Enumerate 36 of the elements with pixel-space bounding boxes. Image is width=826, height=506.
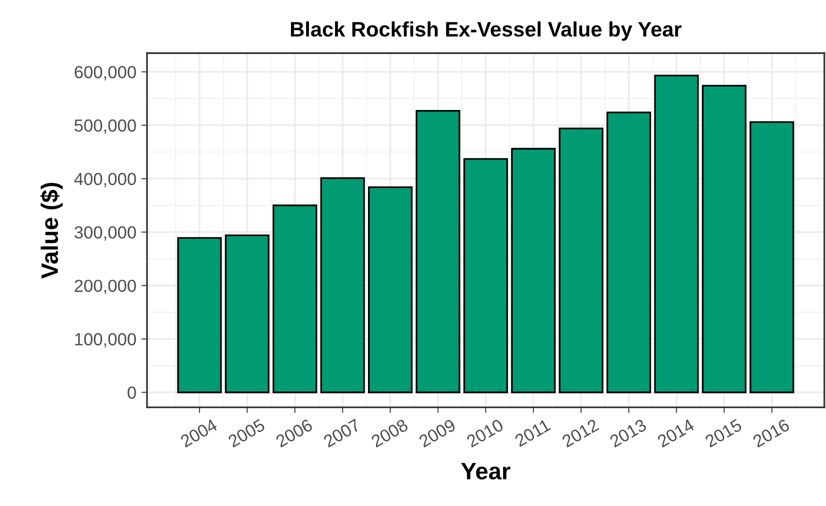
bar xyxy=(558,128,604,394)
y-tick-label: 200,000 xyxy=(74,280,136,294)
chart-title: Black Rockfish Ex-Vessel Value by Year xyxy=(290,21,682,41)
bar xyxy=(320,177,365,394)
bar xyxy=(654,74,699,394)
x-tick-label: 2006 xyxy=(275,418,314,448)
x-tick-label: 2015 xyxy=(704,418,743,448)
y-tick-label: 400,000 xyxy=(74,172,136,188)
y-tick-label: 0 xyxy=(128,386,136,399)
bar xyxy=(750,121,794,394)
x-tick-label: 2012 xyxy=(561,418,600,448)
bar xyxy=(177,237,222,394)
x-tick-label: 2005 xyxy=(227,418,266,448)
x-tick-label: 2010 xyxy=(466,418,504,448)
bar xyxy=(702,84,746,394)
y-axis-title: Value ($) xyxy=(40,182,63,279)
bar xyxy=(606,112,652,394)
bar xyxy=(463,158,508,394)
x-tick-label: 2009 xyxy=(418,418,456,448)
x-tick-label: 2008 xyxy=(370,418,409,448)
x-tick-label: 2007 xyxy=(322,418,361,448)
y-tick-label: 600,000 xyxy=(74,66,136,80)
bar xyxy=(511,148,556,394)
x-tick-label: 2013 xyxy=(609,418,648,448)
bar xyxy=(224,234,270,394)
x-axis-title: Year xyxy=(461,463,510,480)
x-tick-label: 2004 xyxy=(180,418,218,448)
x-tick-label: 2011 xyxy=(514,418,552,448)
y-tick-label: 100,000 xyxy=(75,333,136,348)
bar xyxy=(368,186,413,394)
x-tick-label: 2014 xyxy=(656,418,696,448)
x-tick-label: 2016 xyxy=(752,418,790,448)
bar xyxy=(416,110,460,394)
y-tick-label: 500,000 xyxy=(74,119,136,134)
bar xyxy=(272,204,318,394)
y-tick-label: 300,000 xyxy=(74,226,136,241)
